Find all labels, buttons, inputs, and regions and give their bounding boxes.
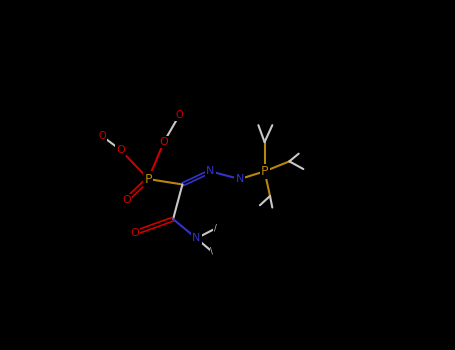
Text: N: N: [206, 166, 214, 176]
Text: O: O: [159, 137, 168, 147]
Text: O: O: [116, 145, 125, 155]
Text: P: P: [145, 173, 152, 186]
Text: N: N: [236, 174, 244, 184]
Text: P: P: [261, 165, 268, 178]
Text: O: O: [176, 110, 183, 120]
Text: \: \: [210, 247, 213, 256]
Text: O: O: [122, 195, 131, 205]
Text: /: /: [214, 224, 217, 233]
Text: O: O: [98, 131, 106, 141]
Text: O: O: [130, 228, 139, 238]
Text: N: N: [192, 233, 201, 243]
